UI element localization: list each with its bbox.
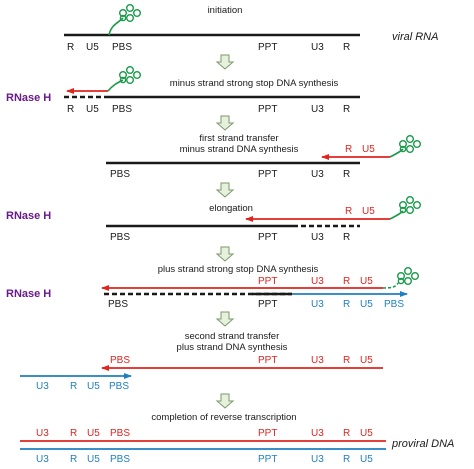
trna-primer [389,210,404,220]
region-label: PBS [112,104,132,115]
trna-cloverleaf-icon [397,267,420,286]
step-second-strand-transfer: second strand transfer plus strand DNA s… [20,331,383,392]
region-label: PPT [258,169,277,180]
region-label: R [345,144,352,155]
region-label: R [343,428,350,439]
region-label: R [70,381,77,392]
region-label: PBS [384,299,404,310]
step-title: completion of reverse transcription [151,412,296,423]
step-title: plus strand strong stop DNA synthesis [158,264,319,275]
region-label: PBS [109,381,129,392]
step-completion: completion of reverse transcription U3 R… [20,412,454,465]
trna-primer [389,148,404,158]
step-minus-strong-stop: minus strand strong stop DNA synthesis R… [6,65,360,115]
region-label: R [67,42,74,53]
side-label-viral-rna: viral RNA [392,31,438,43]
region-label: PPT [258,104,277,115]
region-label: PPT [258,355,277,366]
step-subtitle: plus strand DNA synthesis [177,342,288,353]
step-title: elongation [209,203,253,214]
region-label: U5 [87,381,100,392]
region-label: U3 [36,381,49,392]
region-label: R [343,169,350,180]
trna-cloverleaf-icon [118,3,141,22]
side-label-proviral-dna: proviral DNA [391,438,454,450]
region-label: U3 [311,42,324,53]
down-arrow-icon [215,246,235,262]
region-label: U3 [311,428,324,439]
region-label: U3 [311,104,324,115]
region-label: U5 [86,104,99,115]
region-label: PBS [112,42,132,53]
rnase-h-label: RNase H [6,92,51,104]
region-label: U5 [360,355,373,366]
step-elongation: elongation RNase H R U5 PBS PPT U3 R [6,195,422,243]
region-label: R [343,454,350,465]
region-label: PPT [258,232,277,243]
region-label: PPT [258,276,277,287]
region-label: R [343,104,350,115]
step-title: initiation [208,5,243,16]
region-label: U3 [311,355,324,366]
region-label: U3 [311,299,324,310]
region-label: R [70,454,77,465]
region-label: PPT [258,299,277,310]
region-label: U3 [311,276,324,287]
rnase-h-label: RNase H [6,288,51,300]
down-arrow-icon [215,182,235,198]
region-label: PBS [110,355,130,366]
down-arrow-icon [215,311,235,327]
down-arrow-icon [215,115,235,131]
region-label: PPT [258,42,277,53]
region-label: PBS [110,454,130,465]
region-label: R [70,428,77,439]
region-label: U5 [87,428,100,439]
region-label: PBS [110,232,130,243]
region-label: R [343,276,350,287]
region-label: U5 [360,428,373,439]
step-plus-strong-stop: plus strand strong stop DNA synthesis RN… [6,264,420,310]
region-label: PPT [258,454,277,465]
region-label: PBS [108,299,128,310]
trna-cloverleaf-icon [399,134,422,153]
trna-cloverleaf-icon [118,65,141,84]
trna-primer [108,17,124,36]
region-label: U5 [360,454,373,465]
step-title: first strand transfer [199,133,278,144]
region-label: R [345,206,352,217]
step-title: second strand transfer [185,331,280,342]
step-first-strand-transfer: first strand transfer minus strand DNA s… [106,133,422,180]
step-subtitle: minus strand DNA synthesis [180,144,299,155]
region-label: U5 [362,144,375,155]
step-title: minus strand strong stop DNA synthesis [170,78,339,89]
down-arrow-icon [215,54,235,70]
step-initiation: initiation viral RNA R U5 PBS PPT U3 R [64,3,438,53]
region-label: U3 [311,454,324,465]
rnase-h-label: RNase H [6,210,51,222]
region-label: U5 [362,206,375,217]
region-label: PBS [110,428,130,439]
region-label: R [343,355,350,366]
region-label: U3 [36,454,49,465]
region-label: PPT [258,428,277,439]
down-arrow-icon [215,393,235,409]
trna-cloverleaf-icon [399,195,422,214]
region-label: PBS [110,169,130,180]
region-label: U5 [360,299,373,310]
trna-primer [382,282,399,289]
region-label: R [343,232,350,243]
region-label: U3 [36,428,49,439]
region-label: U5 [360,276,373,287]
region-label: U5 [87,454,100,465]
region-label: U5 [86,42,99,53]
region-label: U3 [311,232,324,243]
region-label: R [67,104,74,115]
trna-primer [107,79,124,92]
region-label: R [343,42,350,53]
region-label: R [343,299,350,310]
region-label: U3 [311,169,324,180]
